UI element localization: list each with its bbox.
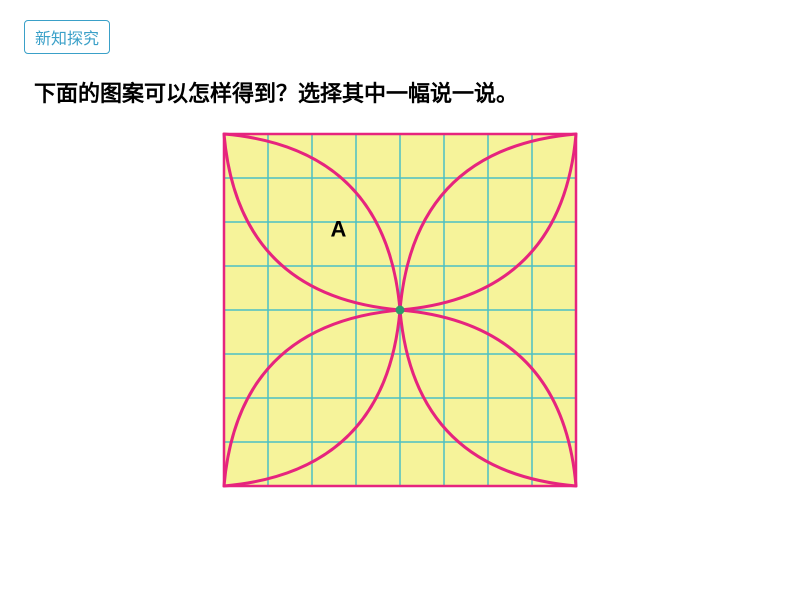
section-tag: 新知探究 (24, 20, 110, 54)
question-text: 下面的图案可以怎样得到？选择其中一幅说一说。 (34, 76, 776, 108)
petal-grid-figure: A (222, 132, 578, 488)
figure-container: A (24, 132, 776, 488)
petal-label-a: A (330, 217, 346, 242)
